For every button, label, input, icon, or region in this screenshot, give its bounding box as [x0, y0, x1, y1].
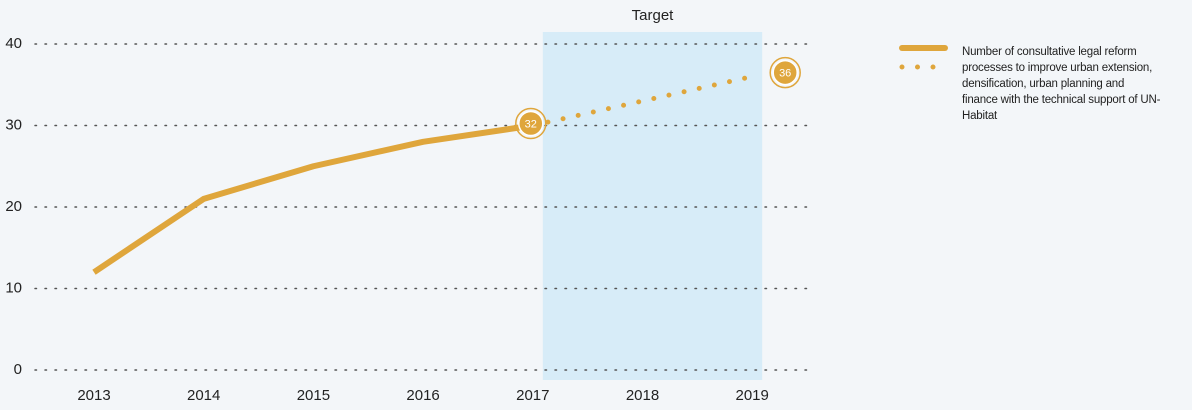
marker-ring [769, 56, 801, 89]
target-line [530, 74, 755, 128]
y-tick-label: 20 [5, 198, 22, 215]
x-tick-label: 2014 [187, 387, 220, 404]
marker [518, 110, 544, 137]
x-tick-label: 2017 [516, 387, 549, 404]
x-tick-label: 2013 [77, 387, 110, 404]
x-tick-label: 2019 [736, 387, 769, 404]
y-tick-label: 40 [5, 35, 22, 52]
y-tick-label: 30 [5, 116, 22, 133]
marker-label: 32 [525, 118, 537, 130]
legend-label: Number of consultative legal reform proc… [962, 46, 1161, 122]
y-tick-label: 10 [5, 279, 22, 296]
y-tick-label: 0 [14, 361, 22, 378]
x-tick-label: 2018 [626, 387, 659, 404]
data-line [92, 122, 534, 275]
marker [772, 59, 798, 86]
x-tick-label: 2016 [406, 387, 439, 404]
target-band [542, 32, 763, 380]
marker-label: 36 [779, 68, 791, 80]
target-label: Target [632, 7, 675, 24]
marker-ring [515, 107, 547, 140]
x-tick-label: 2015 [297, 387, 330, 404]
